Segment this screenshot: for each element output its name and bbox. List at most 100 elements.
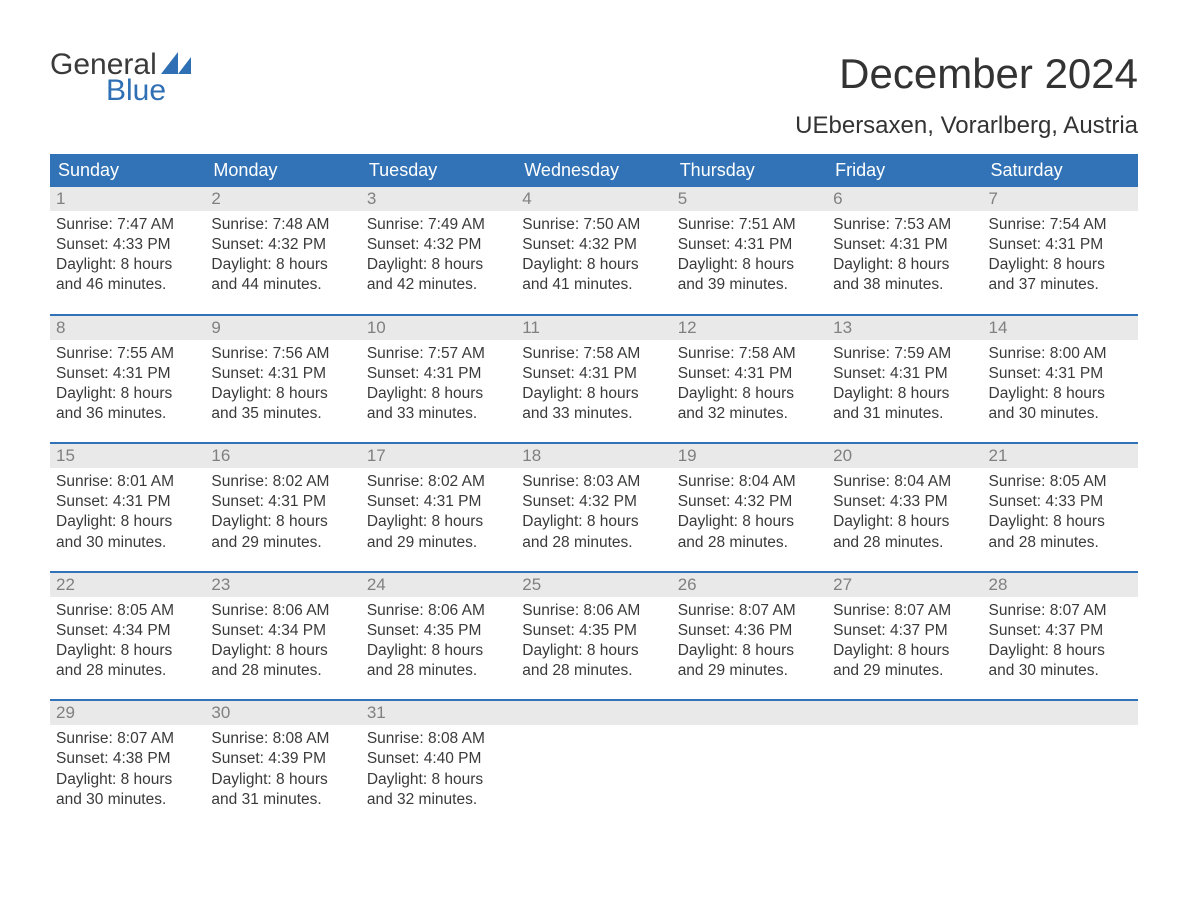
daylight-line: Daylight: 8 hours and 46 minutes.	[56, 255, 199, 295]
page-title: December 2024	[795, 50, 1138, 98]
day-23: 23	[205, 573, 360, 597]
daylight-line: Daylight: 8 hours and 32 minutes.	[678, 384, 821, 424]
day-31: 31	[361, 701, 516, 725]
sunset-line: Sunset: 4:31 PM	[211, 364, 354, 384]
day-empty	[983, 701, 1138, 725]
sunset-line: Sunset: 4:35 PM	[367, 621, 510, 641]
day-27: 27	[827, 573, 982, 597]
daynum-row: 22232425262728	[50, 573, 1138, 597]
day-3-details: Sunrise: 7:49 AMSunset: 4:32 PMDaylight:…	[361, 211, 516, 296]
sunrise-line: Sunrise: 7:47 AM	[56, 215, 199, 235]
day-9: 9	[205, 316, 360, 340]
calendar: SundayMondayTuesdayWednesdayThursdayFrid…	[50, 154, 1138, 810]
details-row: Sunrise: 7:55 AMSunset: 4:31 PMDaylight:…	[50, 340, 1138, 425]
daylight-line: Daylight: 8 hours and 28 minutes.	[522, 641, 665, 681]
day-24-details: Sunrise: 8:06 AMSunset: 4:35 PMDaylight:…	[361, 597, 516, 682]
day-13: 13	[827, 316, 982, 340]
sunrise-line: Sunrise: 8:06 AM	[211, 601, 354, 621]
dow-wednesday: Wednesday	[516, 154, 671, 187]
daylight-line: Daylight: 8 hours and 29 minutes.	[211, 512, 354, 552]
sunrise-line: Sunrise: 8:00 AM	[989, 344, 1132, 364]
day-22: 22	[50, 573, 205, 597]
sunrise-line: Sunrise: 7:54 AM	[989, 215, 1132, 235]
day-23-details: Sunrise: 8:06 AMSunset: 4:34 PMDaylight:…	[205, 597, 360, 682]
day-21: 21	[983, 444, 1138, 468]
day-empty-details	[983, 725, 1138, 810]
day-25: 25	[516, 573, 671, 597]
details-row: Sunrise: 8:01 AMSunset: 4:31 PMDaylight:…	[50, 468, 1138, 553]
sunrise-line: Sunrise: 8:07 AM	[989, 601, 1132, 621]
dow-friday: Friday	[827, 154, 982, 187]
day-10-details: Sunrise: 7:57 AMSunset: 4:31 PMDaylight:…	[361, 340, 516, 425]
sunset-line: Sunset: 4:31 PM	[211, 492, 354, 512]
daylight-line: Daylight: 8 hours and 30 minutes.	[989, 641, 1132, 681]
sunset-line: Sunset: 4:31 PM	[367, 364, 510, 384]
title-block: December 2024 UEbersaxen, Vorarlberg, Au…	[795, 50, 1138, 140]
daylight-line: Daylight: 8 hours and 31 minutes.	[833, 384, 976, 424]
sunrise-line: Sunrise: 8:04 AM	[833, 472, 976, 492]
day-20-details: Sunrise: 8:04 AMSunset: 4:33 PMDaylight:…	[827, 468, 982, 553]
sunset-line: Sunset: 4:34 PM	[56, 621, 199, 641]
sunrise-line: Sunrise: 8:08 AM	[367, 729, 510, 749]
sunrise-line: Sunrise: 7:48 AM	[211, 215, 354, 235]
logo: General Blue	[50, 50, 195, 106]
header-row: General Blue December 2024 UEbersaxen, V…	[50, 50, 1138, 140]
day-14: 14	[983, 316, 1138, 340]
sunrise-line: Sunrise: 8:04 AM	[678, 472, 821, 492]
dow-tuesday: Tuesday	[361, 154, 516, 187]
day-17: 17	[361, 444, 516, 468]
sunrise-line: Sunrise: 8:05 AM	[989, 472, 1132, 492]
daynum-row: 1234567	[50, 187, 1138, 211]
day-13-details: Sunrise: 7:59 AMSunset: 4:31 PMDaylight:…	[827, 340, 982, 425]
day-empty	[827, 701, 982, 725]
daylight-line: Daylight: 8 hours and 28 minutes.	[678, 512, 821, 552]
daylight-line: Daylight: 8 hours and 42 minutes.	[367, 255, 510, 295]
sunset-line: Sunset: 4:33 PM	[833, 492, 976, 512]
sunrise-line: Sunrise: 8:06 AM	[522, 601, 665, 621]
day-21-details: Sunrise: 8:05 AMSunset: 4:33 PMDaylight:…	[983, 468, 1138, 553]
day-28-details: Sunrise: 8:07 AMSunset: 4:37 PMDaylight:…	[983, 597, 1138, 682]
day-18-details: Sunrise: 8:03 AMSunset: 4:32 PMDaylight:…	[516, 468, 671, 553]
week-3: 15161718192021Sunrise: 8:01 AMSunset: 4:…	[50, 442, 1138, 553]
sunset-line: Sunset: 4:31 PM	[678, 364, 821, 384]
sunrise-line: Sunrise: 7:55 AM	[56, 344, 199, 364]
sunrise-line: Sunrise: 7:56 AM	[211, 344, 354, 364]
sunset-line: Sunset: 4:31 PM	[56, 364, 199, 384]
daylight-line: Daylight: 8 hours and 44 minutes.	[211, 255, 354, 295]
daylight-line: Daylight: 8 hours and 30 minutes.	[56, 770, 199, 810]
day-4-details: Sunrise: 7:50 AMSunset: 4:32 PMDaylight:…	[516, 211, 671, 296]
daylight-line: Daylight: 8 hours and 28 minutes.	[367, 641, 510, 681]
sunrise-line: Sunrise: 7:51 AM	[678, 215, 821, 235]
day-4: 4	[516, 187, 671, 211]
daylight-line: Daylight: 8 hours and 38 minutes.	[833, 255, 976, 295]
day-3: 3	[361, 187, 516, 211]
sunrise-line: Sunrise: 8:07 AM	[56, 729, 199, 749]
week-2: 891011121314Sunrise: 7:55 AMSunset: 4:31…	[50, 314, 1138, 425]
day-25-details: Sunrise: 8:06 AMSunset: 4:35 PMDaylight:…	[516, 597, 671, 682]
day-empty	[672, 701, 827, 725]
daylight-line: Daylight: 8 hours and 35 minutes.	[211, 384, 354, 424]
sunset-line: Sunset: 4:39 PM	[211, 749, 354, 769]
daylight-line: Daylight: 8 hours and 28 minutes.	[56, 641, 199, 681]
sunset-line: Sunset: 4:32 PM	[211, 235, 354, 255]
sunset-line: Sunset: 4:36 PM	[678, 621, 821, 641]
day-empty-details	[516, 725, 671, 810]
sunrise-line: Sunrise: 7:59 AM	[833, 344, 976, 364]
daylight-line: Daylight: 8 hours and 31 minutes.	[211, 770, 354, 810]
daylight-line: Daylight: 8 hours and 32 minutes.	[367, 770, 510, 810]
day-20: 20	[827, 444, 982, 468]
day-of-week-header: SundayMondayTuesdayWednesdayThursdayFrid…	[50, 154, 1138, 187]
day-11: 11	[516, 316, 671, 340]
daylight-line: Daylight: 8 hours and 36 minutes.	[56, 384, 199, 424]
day-28: 28	[983, 573, 1138, 597]
day-6-details: Sunrise: 7:53 AMSunset: 4:31 PMDaylight:…	[827, 211, 982, 296]
sunset-line: Sunset: 4:32 PM	[522, 235, 665, 255]
sunset-line: Sunset: 4:35 PM	[522, 621, 665, 641]
day-15-details: Sunrise: 8:01 AMSunset: 4:31 PMDaylight:…	[50, 468, 205, 553]
daylight-line: Daylight: 8 hours and 30 minutes.	[56, 512, 199, 552]
day-22-details: Sunrise: 8:05 AMSunset: 4:34 PMDaylight:…	[50, 597, 205, 682]
details-row: Sunrise: 7:47 AMSunset: 4:33 PMDaylight:…	[50, 211, 1138, 296]
logo-word-2: Blue	[50, 76, 195, 106]
day-empty-details	[672, 725, 827, 810]
day-26-details: Sunrise: 8:07 AMSunset: 4:36 PMDaylight:…	[672, 597, 827, 682]
